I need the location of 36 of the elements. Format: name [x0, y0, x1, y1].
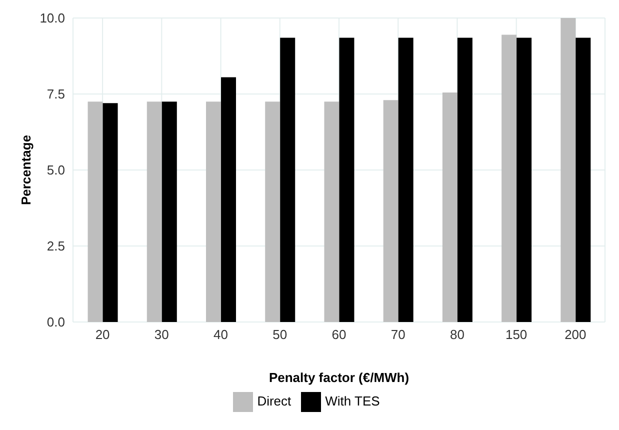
bar	[102, 103, 118, 322]
x-tick-label: 20	[95, 327, 110, 342]
legend-label: With TES	[325, 393, 380, 408]
y-tick-label: 7.5	[46, 86, 65, 102]
bar	[280, 38, 296, 322]
bar	[457, 38, 472, 322]
y-tick-label: 0.0	[46, 314, 65, 330]
bar	[206, 102, 221, 322]
bar	[88, 102, 103, 322]
x-tick-label: 150	[505, 327, 528, 342]
bar	[442, 92, 458, 322]
bar	[221, 77, 236, 322]
bar	[516, 38, 532, 322]
bar	[560, 18, 576, 322]
legend-label: Direct	[257, 393, 292, 408]
y-tick-label: 2.5	[46, 238, 65, 254]
x-tick-label: 200	[564, 327, 586, 342]
y-tick-label: 10.0	[40, 10, 65, 26]
bar	[502, 34, 517, 322]
bar	[398, 38, 414, 322]
bar	[383, 100, 398, 322]
x-tick-label: 50	[272, 327, 288, 342]
bar	[162, 102, 177, 322]
x-tick-label: 60	[332, 327, 346, 342]
x-tick-label: 30	[154, 327, 169, 342]
x-tick-label: 70	[390, 327, 406, 342]
y-axis-title: Percentage	[18, 134, 34, 206]
y-tick-label: 5.0	[46, 162, 65, 178]
x-tick-label: 40	[214, 327, 228, 342]
x-axis-title: Penalty factor (€/MWh)	[268, 370, 410, 385]
bar	[339, 38, 354, 322]
x-tick-label: 80	[450, 327, 464, 342]
bar	[324, 102, 340, 322]
bar	[265, 102, 280, 322]
bar	[146, 102, 162, 322]
bar	[576, 38, 591, 322]
